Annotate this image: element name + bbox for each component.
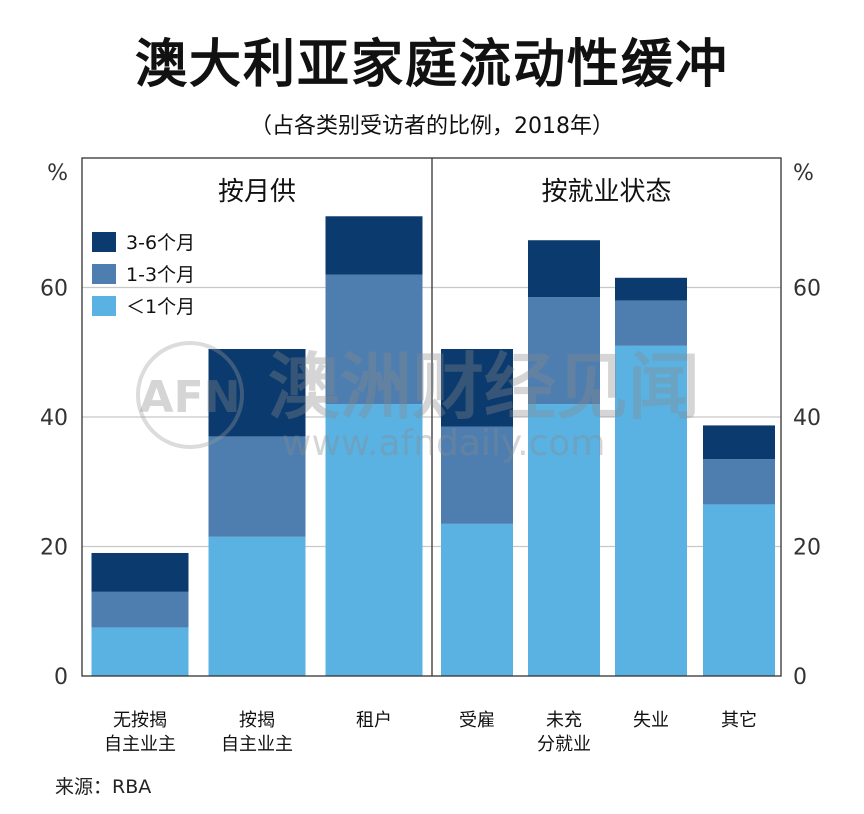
- bar-segment: [91, 627, 189, 676]
- y-tick-label-right: 20: [793, 536, 821, 561]
- x-tick-label: 按揭: [239, 710, 275, 731]
- bar-segment: [615, 277, 687, 301]
- y-tick-label-left: 20: [40, 536, 68, 561]
- bar-segment: [441, 349, 513, 427]
- chart-subtitle: （占各类别受访者的比例，2018年）: [250, 114, 614, 139]
- bar-segment: [208, 536, 306, 676]
- bar-segment: [703, 459, 775, 505]
- panel-label: 按就业状态: [541, 177, 671, 207]
- bar-segment: [91, 591, 189, 628]
- bar-segment: [208, 436, 306, 537]
- x-tick-label: 失业: [633, 710, 669, 731]
- panel-label: 按月供: [218, 177, 296, 207]
- bar-segment: [615, 300, 687, 346]
- x-tick-label: 自主业主: [104, 734, 176, 755]
- x-tick-label: 自主业主: [221, 734, 293, 755]
- bar-segment: [91, 552, 189, 592]
- bar-segment: [325, 216, 423, 275]
- legend-swatch: [92, 264, 116, 284]
- legend-label: ＜1个月: [126, 296, 195, 318]
- legend: 3-6个月 1-3个月 ＜1个月: [92, 232, 195, 318]
- y-tick-label-right: 0: [793, 665, 807, 690]
- bar-segment: [615, 345, 687, 676]
- x-tick-label: 其它: [721, 710, 757, 731]
- x-tick-label: 未充: [546, 710, 582, 731]
- x-tick-label: 无按揭: [113, 710, 167, 731]
- legend-swatch: [92, 296, 116, 316]
- source-note: 来源：RBA: [55, 776, 152, 798]
- watermark-url: www.afndaily.com: [282, 423, 605, 464]
- unit-label-left: %: [47, 161, 68, 186]
- unit-label-right: %: [793, 161, 814, 186]
- bar-segment: [325, 404, 423, 676]
- watermark-name: 澳洲财经见闻: [268, 345, 700, 429]
- bar-segment: [703, 504, 775, 676]
- y-tick-label-left: 40: [40, 406, 68, 431]
- frame-layer: [81, 157, 782, 677]
- bar-segment: [325, 274, 423, 405]
- watermark-logo-text: AFN: [140, 372, 241, 423]
- chart-title: 澳大利亚家庭流动性缓冲: [134, 35, 729, 95]
- bars-layer: [91, 216, 775, 676]
- y-tick-label-right: 60: [793, 277, 821, 302]
- y-tick-label-left: 60: [40, 277, 68, 302]
- bar-segment: [703, 425, 775, 460]
- y-tick-label-left: 0: [54, 665, 68, 690]
- bar-segment: [208, 349, 306, 437]
- legend-label: 1-3个月: [126, 264, 195, 286]
- legend-swatch: [92, 232, 116, 252]
- bar-segment: [528, 297, 600, 405]
- x-tick-label: 受雇: [459, 710, 495, 731]
- legend-label: 3-6个月: [126, 232, 195, 254]
- x-tick-label: 分就业: [537, 734, 591, 755]
- x-tick-label: 租户: [356, 710, 392, 731]
- bar-segment: [441, 426, 513, 524]
- bar-segment: [528, 240, 600, 298]
- bar-segment: [441, 523, 513, 676]
- bar-segment: [528, 404, 600, 676]
- watermark-logo-icon: [136, 341, 244, 449]
- y-tick-label-right: 40: [793, 406, 821, 431]
